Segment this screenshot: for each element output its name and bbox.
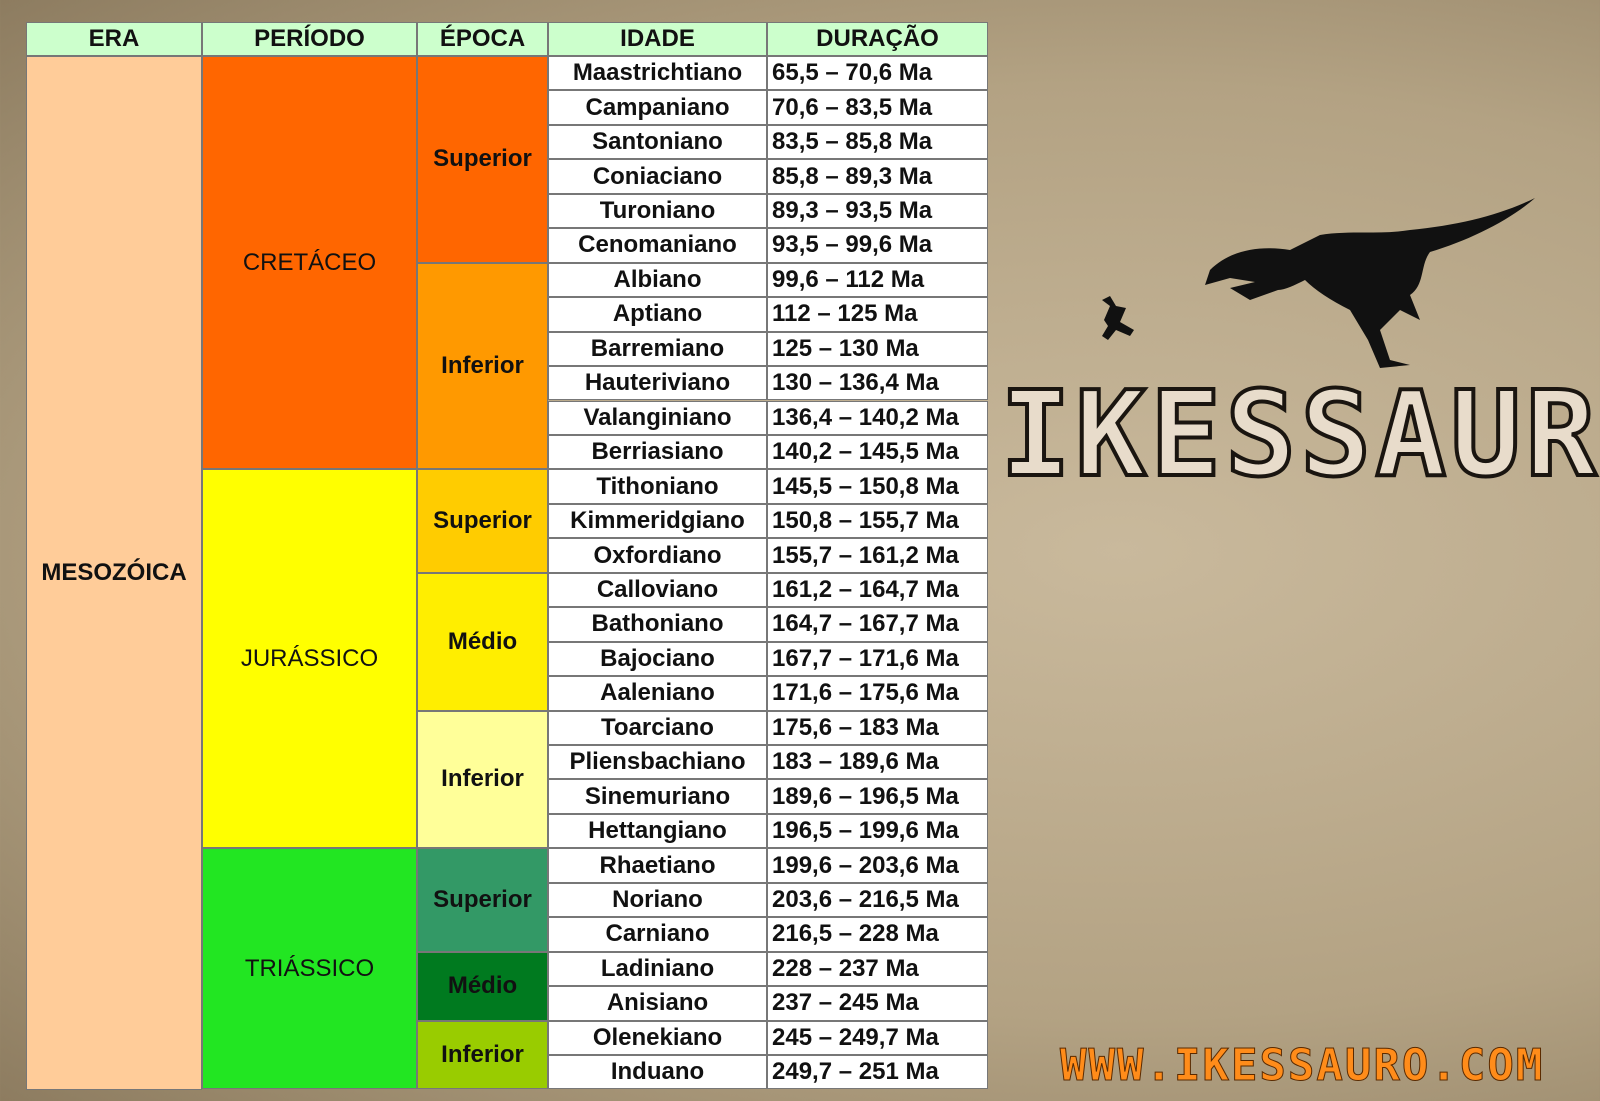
age-cell: Olenekiano xyxy=(548,1020,767,1056)
header-cell: PERÍODO xyxy=(202,22,417,56)
duration-cell: 93,5 – 99,6 Ma xyxy=(767,228,988,263)
age-cell: Carniano xyxy=(548,917,767,952)
duration-cell: 175,6 – 183 Ma xyxy=(767,710,988,745)
age-cell: Hettangiano xyxy=(548,813,767,849)
epoch-cell: Inferior xyxy=(417,710,548,849)
header-cell: ERA xyxy=(26,22,202,56)
age-cell: Noriano xyxy=(548,882,767,918)
duration-cell: 196,5 – 199,6 Ma xyxy=(767,813,988,849)
epoch-cell: Médio xyxy=(417,572,548,711)
age-cell: Turoniano xyxy=(548,193,767,229)
period-cell: CRETÁCEO xyxy=(202,56,417,470)
duration-cell: 85,8 – 89,3 Ma xyxy=(767,159,988,194)
era-cell: MESOZÓICA xyxy=(26,56,202,1090)
duration-cell: 167,7 – 171,6 Ma xyxy=(767,641,988,677)
header-cell: IDADE xyxy=(548,22,767,56)
duration-cell: 249,7 – 251 Ma xyxy=(767,1055,988,1090)
age-cell: Maastrichtiano xyxy=(548,56,767,91)
epoch-cell: Superior xyxy=(417,56,548,263)
duration-cell: 65,5 – 70,6 Ma xyxy=(767,56,988,91)
age-cell: Sinemuriano xyxy=(548,779,767,814)
age-cell: Pliensbachiano xyxy=(548,745,767,780)
duration-cell: 140,2 – 145,5 Ma xyxy=(767,434,988,470)
age-cell: Santoniano xyxy=(548,124,767,160)
header-cell: DURAÇÃO xyxy=(767,22,988,56)
age-cell: Ladiniano xyxy=(548,951,767,987)
duration-cell: 203,6 – 216,5 Ma xyxy=(767,882,988,918)
epoch-cell: Superior xyxy=(417,848,548,952)
epoch-cell: Inferior xyxy=(417,262,548,470)
age-cell: Rhaetiano xyxy=(548,848,767,883)
epoch-cell: Inferior xyxy=(417,1020,548,1090)
dinosaur-silhouette xyxy=(1102,198,1535,368)
age-cell: Hauteriviano xyxy=(548,366,767,401)
age-cell: Berriasiano xyxy=(548,434,767,470)
duration-cell: 112 – 125 Ma xyxy=(767,297,988,332)
epoch-cell: Médio xyxy=(417,951,548,1021)
period-cell: TRIÁSSICO xyxy=(202,848,417,1090)
age-cell: Aaleniano xyxy=(548,676,767,711)
duration-cell: 237 – 245 Ma xyxy=(767,986,988,1021)
period-cell: JURÁSSICO xyxy=(202,469,417,849)
logo-title: IKESSAURO xyxy=(998,363,1600,505)
duration-cell: 145,5 – 150,8 Ma xyxy=(767,469,988,504)
age-cell: Albiano xyxy=(548,262,767,298)
duration-cell: 164,7 – 167,7 Ma xyxy=(767,607,988,642)
age-cell: Valanginiano xyxy=(548,400,767,435)
age-cell: Coniaciano xyxy=(548,159,767,194)
duration-cell: 136,4 – 140,2 Ma xyxy=(767,400,988,435)
duration-cell: 150,8 – 155,7 Ma xyxy=(767,503,988,539)
website-url: WWW.IKESSAURO.COM xyxy=(1059,1040,1545,1092)
duration-cell: 83,5 – 85,8 Ma xyxy=(767,124,988,160)
age-cell: Kimmeridgiano xyxy=(548,503,767,539)
age-cell: Tithoniano xyxy=(548,469,767,504)
duration-cell: 70,6 – 83,5 Ma xyxy=(767,90,988,125)
age-cell: Anisiano xyxy=(548,986,767,1021)
duration-cell: 183 – 189,6 Ma xyxy=(767,745,988,780)
duration-cell: 199,6 – 203,6 Ma xyxy=(767,848,988,883)
age-cell: Campaniano xyxy=(548,90,767,125)
duration-cell: 161,2 – 164,7 Ma xyxy=(767,572,988,608)
duration-cell: 245 – 249,7 Ma xyxy=(767,1020,988,1056)
duration-cell: 130 – 136,4 Ma xyxy=(767,366,988,401)
header-cell: ÉPOCA xyxy=(417,22,548,56)
epoch-cell: Superior xyxy=(417,469,548,573)
duration-cell: 155,7 – 161,2 Ma xyxy=(767,538,988,573)
age-cell: Calloviano xyxy=(548,572,767,608)
age-cell: Induano xyxy=(548,1055,767,1090)
age-cell: Barremiano xyxy=(548,331,767,367)
duration-cell: 89,3 – 93,5 Ma xyxy=(767,193,988,229)
duration-cell: 216,5 – 228 Ma xyxy=(767,917,988,952)
age-cell: Bajociano xyxy=(548,641,767,677)
age-cell: Oxfordiano xyxy=(548,538,767,573)
age-cell: Aptiano xyxy=(548,297,767,332)
age-cell: Bathoniano xyxy=(548,607,767,642)
age-cell: Toarciano xyxy=(548,710,767,745)
duration-cell: 99,6 – 112 Ma xyxy=(767,262,988,298)
age-cell: Cenomaniano xyxy=(548,228,767,263)
duration-cell: 125 – 130 Ma xyxy=(767,331,988,367)
duration-cell: 189,6 – 196,5 Ma xyxy=(767,779,988,814)
duration-cell: 171,6 – 175,6 Ma xyxy=(767,676,988,711)
duration-cell: 228 – 237 Ma xyxy=(767,951,988,987)
